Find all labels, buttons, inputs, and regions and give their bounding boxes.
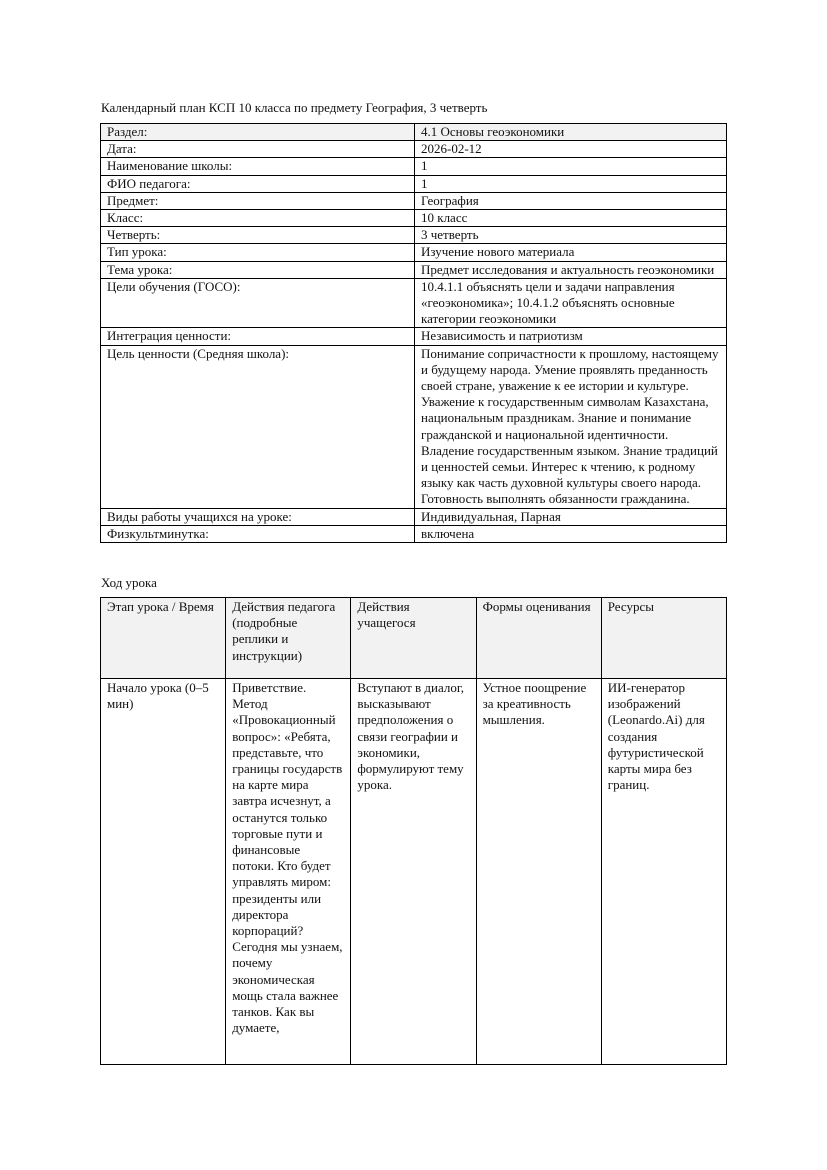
student-actions-cell: Вступают в диалог, высказывают предполож… — [350, 678, 477, 1065]
info-label: Физкультминутка: — [100, 524, 415, 544]
info-value: Изучение нового материала — [414, 243, 727, 262]
info-label: Тема урока: — [100, 260, 415, 279]
info-row: Раздел: 4.1 Основы геоэкономики — [100, 122, 727, 142]
header-cell: Формы оценивания — [475, 597, 602, 679]
info-value: Предмет исследования и актуальность геоэ… — [414, 260, 727, 279]
info-row: Наименование школы: 1 — [100, 157, 727, 176]
info-label: Тип урока: — [100, 243, 415, 262]
info-value: Понимание сопричастности к прошлому, нас… — [414, 344, 727, 509]
lesson-info-table: Раздел: 4.1 Основы геоэкономики Дата: 2026-… — [100, 122, 727, 544]
info-label: Цель ценности (Средняя школа): — [100, 344, 415, 509]
document-title: Календарный план КСП 10 класса по предме… — [101, 100, 488, 115]
header-cell: Действия учащегося — [350, 597, 477, 679]
info-row: Дата: 2026-02-12 — [100, 140, 727, 159]
info-row: Предмет: География — [100, 191, 727, 211]
info-value: 10.4.1.1 объяснять цели и задачи направл… — [414, 277, 727, 329]
stage-cell: Начало урока (0–5 мин) — [99, 678, 227, 1065]
info-value: 4.1 Основы геоэкономики — [414, 122, 727, 142]
info-value: 1 — [414, 157, 727, 176]
info-label: Наименование школы: — [100, 157, 415, 176]
info-value: 3 четверть — [414, 226, 727, 245]
info-label: Класс: — [100, 209, 415, 228]
info-row: Тема урока: Предмет исследования и актуал… — [100, 260, 727, 279]
teacher-actions-cell: Приветствие. Метод «Провокационный вопро… — [225, 678, 352, 1065]
info-row: ФИО педагога: 1 — [100, 174, 727, 193]
header-cell: Действия педагога (подробные реплики и и… — [225, 597, 352, 679]
info-value: включена — [414, 524, 727, 544]
header-cell: Этап урока / Время — [99, 597, 227, 679]
info-label: ФИО педагога: — [100, 174, 415, 193]
info-label: Интеграция ценности: — [100, 327, 415, 346]
info-row: Цель ценности (Средняя школа): Понимание … — [100, 344, 727, 509]
info-label: Дата: — [100, 140, 415, 159]
table-header-row: Этап урока / Время Действия педагога (по… — [99, 597, 728, 679]
info-label: Предмет: — [100, 191, 415, 211]
info-row: Цели обучения (ГОСО): 10.4.1.1 объяснять … — [100, 277, 727, 329]
info-value: 10 класс — [414, 209, 727, 228]
info-value: География — [414, 191, 727, 211]
resources-cell: ИИ-генератор изображений (Leonardo.Ai) д… — [600, 678, 728, 1065]
info-row: Виды работы учащихся на уроке: Индивидуал… — [100, 507, 727, 526]
info-label: Четверть: — [100, 226, 415, 245]
lesson-flow-table: Этап урока / Время Действия педагога (по… — [99, 597, 728, 1065]
info-row: Интеграция ценности: Независимость и патр… — [100, 327, 727, 346]
info-value: Индивидуальная, Парная — [414, 507, 727, 526]
info-label: Раздел: — [100, 122, 415, 142]
info-row: Четверть: 3 четверть — [100, 226, 727, 245]
info-row: Физкультминутка: включена — [100, 524, 727, 544]
table-row: Начало урока (0–5 мин) Приветствие. Мето… — [99, 678, 728, 1065]
lesson-heading: Ход урока — [101, 575, 157, 590]
info-row: Тип урока: Изучение нового материала — [100, 243, 727, 262]
info-value: 1 — [414, 174, 727, 193]
header-cell: Ресурсы — [600, 597, 728, 679]
info-label: Цели обучения (ГОСО): — [100, 277, 415, 329]
info-row: Класс: 10 класс — [100, 209, 727, 228]
info-value: Независимость и патриотизм — [414, 327, 727, 346]
info-value: 2026-02-12 — [414, 140, 727, 159]
info-label: Виды работы учащихся на уроке: — [100, 507, 415, 526]
assessment-cell: Устное поощрение за креативность мышлени… — [475, 678, 602, 1065]
